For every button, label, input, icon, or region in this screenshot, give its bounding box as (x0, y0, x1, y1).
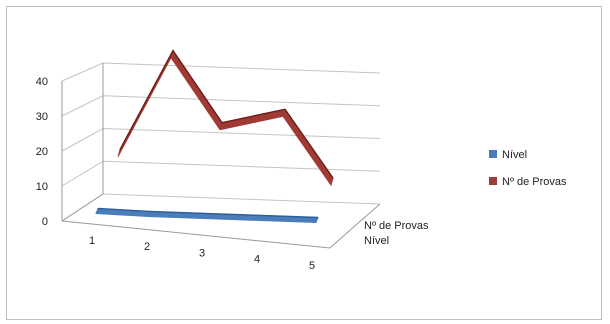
gridline (61, 95, 381, 117)
depth-label: Nível (364, 235, 389, 247)
x-tick-label: 5 (309, 260, 315, 272)
floor-outline (61, 203, 381, 249)
x-tick-label: 3 (199, 247, 205, 259)
floor-left-edge (61, 193, 104, 222)
legend-label: Nível (502, 149, 527, 161)
gridline (61, 127, 381, 152)
legend-swatch (489, 177, 497, 185)
y-tick-label: 40 (36, 76, 48, 88)
depth-labels: Nº de Provas Nível (364, 220, 429, 247)
x-tick-labels: 1 2 3 4 5 (89, 235, 315, 272)
gridlines (61, 62, 381, 222)
y-tick-labels: 0 10 20 30 40 (36, 76, 48, 228)
legend: Nível Nº de Provas (489, 149, 567, 188)
x-tick-label: 4 (254, 254, 260, 266)
x-tick-label: 2 (144, 241, 150, 253)
legend-label: Nº de Provas (502, 176, 567, 188)
series-edge (119, 49, 334, 179)
gridline (61, 62, 381, 82)
y-tick-label: 0 (42, 216, 48, 228)
y-tick-label: 30 (36, 111, 48, 123)
series-layer (95, 49, 334, 224)
chart-frame (6, 6, 602, 320)
series-edge (97, 207, 319, 219)
x-tick-label: 1 (89, 235, 95, 247)
y-tick-label: 10 (36, 181, 48, 193)
axes (61, 63, 381, 249)
series-ribbon (117, 49, 334, 187)
y-tick-label: 20 (36, 146, 48, 158)
legend-swatch (489, 150, 497, 158)
depth-label: Nº de Provas (364, 220, 429, 232)
